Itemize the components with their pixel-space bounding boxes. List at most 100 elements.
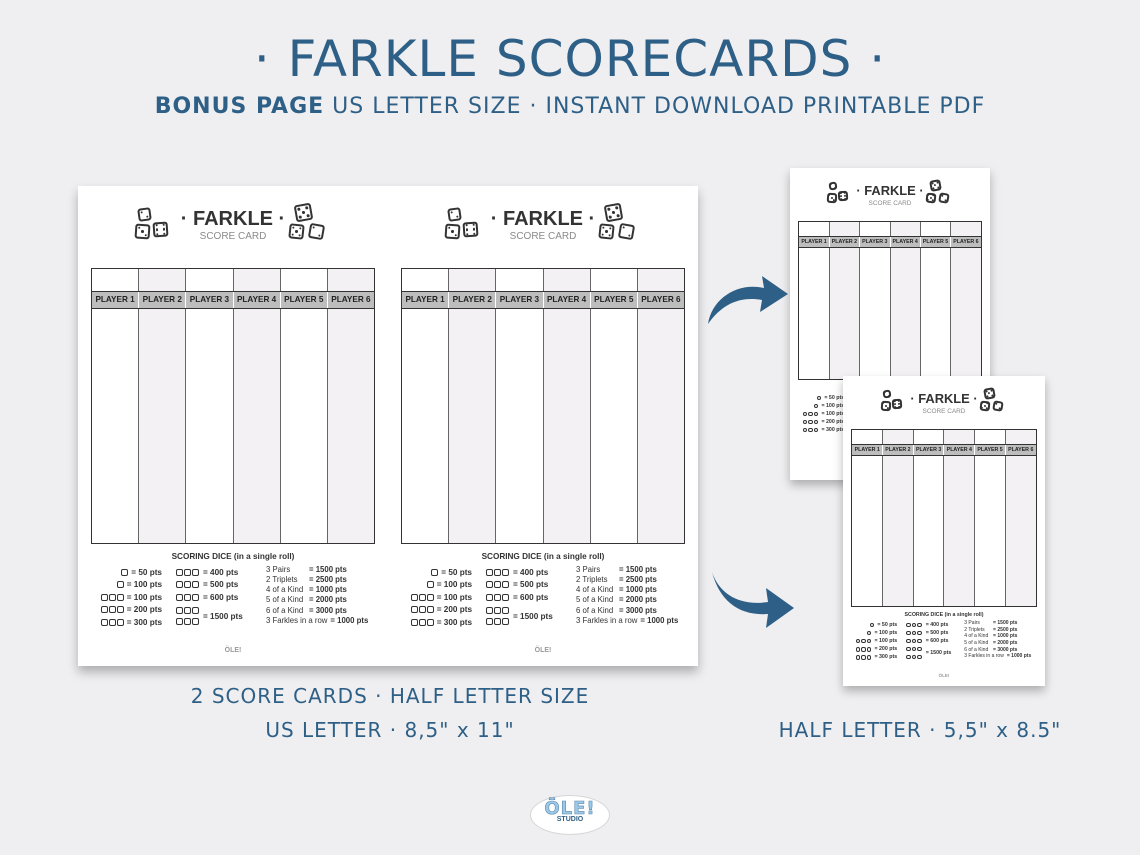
dice-score: = 50 pts <box>131 567 162 577</box>
dice-score: = 200 pts <box>874 646 898 653</box>
player-header-4: PLAYER 4 <box>544 292 591 308</box>
die-icon <box>502 568 509 576</box>
player-column[interactable] <box>139 269 187 543</box>
card-subtitle: SCORE CARD <box>868 200 912 208</box>
die-icon <box>116 593 124 601</box>
player-column[interactable] <box>860 221 891 379</box>
player-column[interactable] <box>951 221 981 379</box>
combo-points: = 1500 pts <box>619 564 657 574</box>
die-icon <box>502 593 509 601</box>
player-column[interactable] <box>637 269 685 543</box>
player-header-row: PLAYER 1 PLAYER 2 PLAYER 3 PLAYER 4 PLAYER 5… <box>852 444 1036 456</box>
combo-points: = 1000 pts <box>309 585 347 595</box>
die-icon <box>808 411 813 417</box>
player-column[interactable] <box>914 429 945 606</box>
player-column[interactable] <box>852 429 884 606</box>
die-icon <box>192 581 199 589</box>
rules-triple-dice: = 400 pts = 500 pts = 600 pts = 1500 pts <box>486 566 566 629</box>
combo-points: = 1000 pts <box>619 585 657 595</box>
combo-name: 3 Farkles in a row <box>576 615 638 625</box>
card-title: · FARKLE · <box>910 391 978 407</box>
player-column[interactable] <box>829 221 861 379</box>
die-icon <box>116 606 124 614</box>
die-icon <box>617 222 636 241</box>
combo-points: = 2000 pts <box>993 639 1018 646</box>
combo-name: 3 Pairs <box>266 564 291 574</box>
die-icon <box>892 398 903 410</box>
dice-score: = 300 pts <box>436 617 472 627</box>
player-column[interactable] <box>944 429 976 606</box>
player-column[interactable] <box>921 221 952 379</box>
player-header-5: PLAYER 5 <box>281 292 328 308</box>
die-icon <box>866 630 872 636</box>
rules-title: SCORING DICE (in a single roll) <box>171 552 295 561</box>
dice-score: = 100 pts <box>821 402 845 409</box>
player-column[interactable] <box>233 269 281 543</box>
combo-name: 5 of a Kind <box>964 639 989 646</box>
combo-points: = 1000 pts <box>993 633 1018 640</box>
player-column[interactable] <box>591 269 638 543</box>
combo-points: = 2500 pts <box>619 574 657 584</box>
die-icon <box>911 638 917 644</box>
player-column[interactable] <box>402 269 450 543</box>
die-icon <box>100 618 108 626</box>
die-icon <box>906 638 911 644</box>
card-title: · FARKLE · <box>180 208 286 230</box>
dice-score: = 100 pts <box>436 580 472 590</box>
die-icon <box>502 607 509 615</box>
dice-score: = 500 pts <box>203 580 239 590</box>
player-header-2: PLAYER 2 <box>883 445 914 455</box>
subtitle-bonus: BONUS PAGE <box>154 94 325 119</box>
die-icon <box>929 178 942 192</box>
rules-single-dice: = 50 pts = 100 pts = 100 pts = 200 pts = 300… <box>799 394 844 434</box>
player-header-2: PLAYER 2 <box>449 292 497 308</box>
arrow-down-right-icon <box>712 572 794 628</box>
rules-single-dice: = 50 pts = 100 pts = 100 pts = 200 pts = 300… <box>92 566 162 629</box>
combo-points: = 1000 pts <box>640 615 679 625</box>
die-icon <box>502 618 509 626</box>
combo-name: 6 of a Kind <box>266 605 304 615</box>
player-column[interactable] <box>496 269 544 543</box>
dice-score: = 100 pts <box>126 580 162 590</box>
die-icon <box>813 411 819 417</box>
die-icon <box>288 223 305 240</box>
combo-name: 5 of a Kind <box>266 595 304 605</box>
die-icon <box>861 655 866 660</box>
player-column[interactable] <box>186 269 234 543</box>
die-icon <box>176 607 183 615</box>
player-column[interactable] <box>281 269 328 543</box>
letter-sheet-preview: · FARKLE · SCORE CARD PLAYER 1 PLAYER 2 PLA… <box>78 186 698 666</box>
die-icon <box>426 581 434 589</box>
score-grid: PLAYER 1 PLAYER 2 PLAYER 3 PLAYER 4 PLAYER 5… <box>91 268 375 544</box>
player-column[interactable] <box>799 221 830 379</box>
dice-score: = 300 pts <box>874 654 898 661</box>
player-column[interactable] <box>975 429 1006 606</box>
player-column[interactable] <box>1005 429 1036 606</box>
player-column[interactable] <box>449 269 497 543</box>
score-grid: PLAYER 1 PLAYER 2 PLAYER 3 PLAYER 4 PLAYER 5… <box>798 220 982 380</box>
dice-score: = 1500 pts <box>925 650 952 657</box>
die-icon <box>192 568 199 576</box>
logo-main-text: ÖLE! <box>544 798 596 820</box>
player-column[interactable] <box>883 429 914 606</box>
player-header-row: PLAYER 1 PLAYER 2 PLAYER 3 PLAYER 4 PLAYER 5… <box>799 236 981 248</box>
player-column[interactable] <box>327 269 375 543</box>
player-column[interactable] <box>890 221 921 379</box>
dice-score: = 500 pts <box>925 630 949 637</box>
die-icon <box>116 618 124 626</box>
die-icon <box>184 593 191 601</box>
caption-half-letter: HALF LETTER · 5,5" x 8.5" <box>778 718 1062 742</box>
die-icon <box>447 207 462 222</box>
die-icon <box>426 606 434 614</box>
die-icon <box>917 638 922 644</box>
die-icon <box>486 607 493 615</box>
die-icon <box>813 419 819 425</box>
player-header-3: PLAYER 3 <box>186 292 234 308</box>
combo-points: = 3000 pts <box>993 646 1018 653</box>
player-column[interactable] <box>92 269 140 543</box>
player-column[interactable] <box>543 269 591 543</box>
score-grid: PLAYER 1 PLAYER 2 PLAYER 3 PLAYER 4 PLAYER 5… <box>851 428 1037 607</box>
die-icon <box>184 618 191 626</box>
die-icon <box>192 593 199 601</box>
combo-points: = 3000 pts <box>309 605 347 615</box>
